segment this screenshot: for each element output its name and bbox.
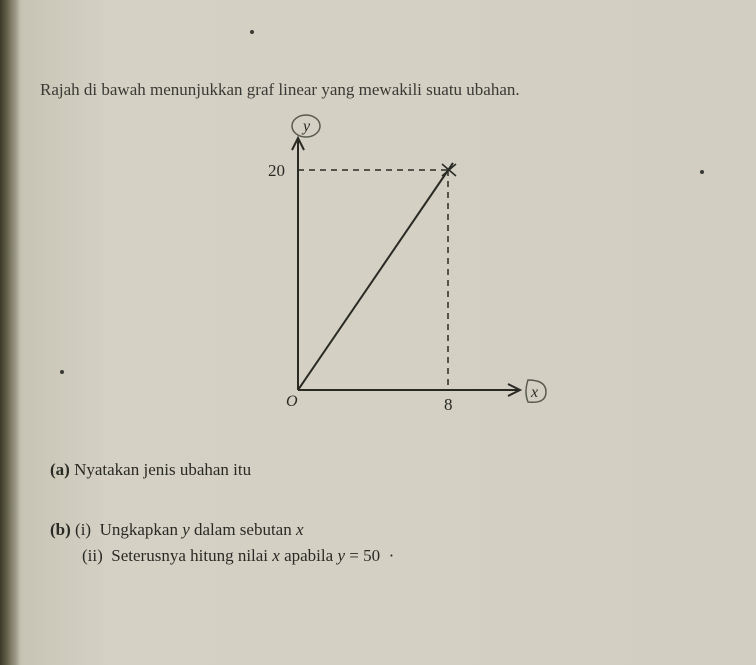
question-b-i: (b) (i) Ungkapkan y dalam sebutan x [50, 520, 716, 540]
x-tick-8: 8 [444, 395, 453, 414]
page-shadow [0, 0, 20, 665]
dot-mark-right [700, 170, 704, 174]
dot-mark-mid [60, 370, 64, 374]
y-axis-label: y [301, 118, 311, 135]
linear-line [298, 163, 453, 390]
intro-text: Rajah di bawah menunjukkan graf linear y… [40, 80, 716, 100]
label-b: (b) [50, 520, 71, 539]
question-a: (a) Nyatakan jenis ubahan itu [50, 460, 716, 480]
linear-graph: y x O 20 8 [168, 110, 588, 430]
text-b-ii: Seterusnya hitung nilai x apabila y = 50 [111, 546, 380, 565]
label-a: (a) [50, 460, 70, 479]
x-axis-label: x [530, 384, 538, 401]
label-b-i: (i) [75, 520, 91, 539]
question-b-ii: (ii) Seterusnya hitung nilai x apabila y… [82, 546, 716, 566]
dot-mark-top [250, 30, 254, 34]
text-b-i: Ungkapkan y dalam sebutan x [100, 520, 304, 539]
page-content: Rajah di bawah menunjukkan graf linear y… [0, 0, 756, 586]
text-a: Nyatakan jenis ubahan itu [74, 460, 251, 479]
origin-label: O [286, 393, 298, 410]
y-tick-20: 20 [268, 161, 285, 180]
label-b-ii: (ii) [82, 546, 103, 565]
graph-svg: y x O 20 8 [168, 110, 588, 430]
